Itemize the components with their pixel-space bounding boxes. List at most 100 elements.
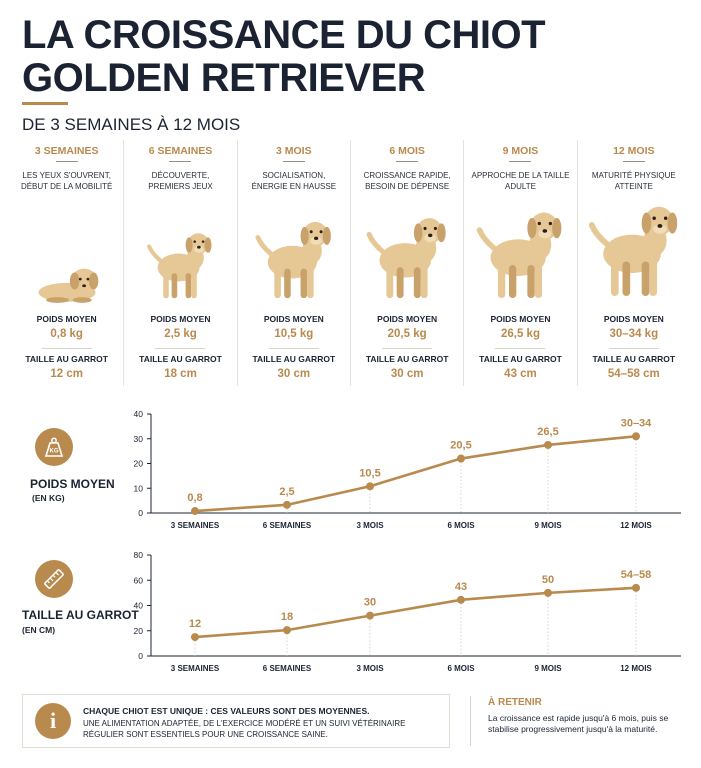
- height-value: 30 cm: [277, 368, 311, 380]
- weight-block-unit: (EN KG): [32, 493, 65, 503]
- info-note: i CHAQUE CHIOT EST UNIQUE : CES VALEURS …: [22, 694, 450, 748]
- data-point: [457, 454, 465, 463]
- data-point: [457, 595, 465, 604]
- stage-divider: [622, 161, 645, 162]
- stage-column: 9 MOIS APPROCHE DE LA TAILLE ADULTE POIDS…: [463, 140, 576, 386]
- stage-description: MATURITÉ PHYSIQUE ATTEINTE: [591, 171, 676, 191]
- x-tick-label: 6 SEMAINES: [263, 664, 312, 673]
- data-point: [632, 583, 640, 592]
- y-tick-label: 0: [138, 508, 143, 518]
- data-label: 54–58: [621, 569, 652, 581]
- stage-divider: [169, 161, 192, 162]
- data-label: 50: [542, 574, 554, 586]
- stage-divider: [509, 161, 532, 162]
- stat-divider: [155, 348, 206, 349]
- stat-divider: [268, 348, 319, 349]
- x-tick-label: 6 MOIS: [447, 664, 475, 673]
- puppy-illustration: [464, 202, 576, 304]
- data-label: 18: [281, 611, 293, 623]
- height-value: 30 cm: [390, 368, 424, 380]
- data-point: [632, 432, 640, 441]
- weight-value: 2,5 kg: [164, 328, 197, 340]
- page-title: LA CROISSANCE DU CHIOT GOLDEN RETRIEVER: [22, 14, 546, 100]
- puppy-illustration: [10, 258, 123, 304]
- series-line: [194, 586, 637, 639]
- height-block-unit: (EN CM): [22, 625, 56, 635]
- height-label: TAILLE AU GARROT: [25, 354, 108, 364]
- x-tick-label: 3 MOIS: [356, 521, 384, 530]
- data-point: [191, 633, 199, 642]
- data-point: [191, 507, 199, 516]
- weight-label: POIDS MOYEN: [490, 314, 551, 324]
- stage-description: SOCIALISATION, ÉNERGIE EN HAUSSE: [251, 171, 337, 191]
- stage-name: 12 MOIS: [613, 145, 655, 157]
- weight-label: POIDS MOYEN: [263, 314, 324, 324]
- notes-divider: [470, 696, 471, 746]
- stage-description: CROISSANCE RAPIDE, BESOIN DE DÉPENSE: [363, 171, 451, 191]
- puppy-illustration: [578, 194, 690, 304]
- x-tick-label: 3 MOIS: [356, 664, 384, 673]
- data-label: 30–34: [621, 417, 652, 429]
- y-tick-label: 30: [134, 434, 144, 444]
- data-point: [366, 482, 374, 491]
- weight-value: 0,8 kg: [50, 328, 83, 340]
- data-label: 12: [189, 618, 201, 630]
- x-tick-label: 12 MOIS: [620, 664, 652, 673]
- stage-divider: [55, 161, 78, 162]
- series-line: [194, 434, 637, 513]
- stage-divider: [282, 161, 305, 162]
- stage-description: APPROCHE DE LA TAILLE ADULTE: [471, 171, 570, 191]
- stage-column: 3 SEMAINES LES YEUX S'OUVRENT, DÉBUT DE L…: [10, 140, 123, 386]
- y-tick-label: 0: [138, 651, 143, 661]
- weight-label: POIDS MOYEN: [36, 314, 97, 324]
- note-title: CHAQUE CHIOT EST UNIQUE : CES VALEURS SO…: [83, 706, 370, 716]
- stage-name: 9 MOIS: [502, 145, 539, 157]
- weight-label: POIDS MOYEN: [603, 314, 664, 324]
- stage-column: 6 MOIS CROISSANCE RAPIDE, BESOIN DE DÉPEN…: [349, 140, 463, 386]
- stage-column: 3 MOIS SOCIALISATION, ÉNERGIE EN HAUSSE P…: [236, 140, 350, 386]
- data-point: [366, 611, 374, 620]
- title-line-2: GOLDEN RETRIEVER: [22, 56, 426, 100]
- height-value: 43 cm: [504, 368, 537, 380]
- title-divider: [22, 102, 68, 105]
- data-label: 2,5: [279, 486, 294, 498]
- x-tick-label: 3 SEMAINES: [171, 521, 220, 530]
- data-label: 20,5: [450, 440, 471, 452]
- data-point: [283, 626, 291, 635]
- height-label: TAILLE AU GARROT: [139, 354, 222, 364]
- x-tick-label: 3 SEMAINES: [171, 664, 220, 673]
- x-tick-label: 6 MOIS: [447, 521, 475, 530]
- data-point: [544, 440, 552, 449]
- height-label: TAILLE AU GARROT: [365, 354, 449, 364]
- y-tick-label: 20: [134, 459, 144, 469]
- stage-divider: [396, 161, 419, 162]
- retain-body: La croissance est rapide jusqu'à 6 mois,…: [488, 713, 669, 734]
- y-tick-label: 10: [134, 483, 144, 493]
- note-body: UNE ALIMENTATION ADAPTÉE, DE L'EXERCICE …: [83, 719, 406, 739]
- y-tick-label: 60: [134, 575, 144, 585]
- ruler-icon: [35, 560, 73, 598]
- data-label: 43: [455, 581, 467, 593]
- stage-description: DÉCOUVERTE, PREMIERS JEUX: [148, 171, 213, 191]
- data-label: 26,5: [537, 426, 558, 438]
- stage-name: 6 MOIS: [389, 145, 425, 157]
- x-tick-label: 9 MOIS: [534, 521, 562, 530]
- height-label: TAILLE AU GARROT: [252, 354, 336, 364]
- y-tick-label: 40: [134, 409, 144, 419]
- puppy-illustration: [124, 224, 236, 304]
- data-label: 0,8: [187, 492, 202, 504]
- x-tick-label: 9 MOIS: [534, 664, 562, 673]
- retain-title: À RETENIR: [488, 697, 542, 708]
- stat-divider: [608, 348, 659, 349]
- weight-icon: KG: [35, 428, 73, 466]
- data-label: 30: [364, 597, 376, 609]
- stage-name: 3 SEMAINES: [34, 145, 99, 157]
- weight-value: 20,5 kg: [387, 328, 427, 340]
- weight-label: POIDS MOYEN: [150, 314, 211, 324]
- stage-description: LES YEUX S'OUVRENT, DÉBUT DE LA MOBILITÉ: [20, 171, 113, 191]
- height-label: TAILLE AU GARROT: [479, 354, 562, 364]
- stage-name: 3 MOIS: [276, 145, 312, 157]
- data-point: [283, 500, 291, 509]
- stat-divider: [41, 348, 92, 349]
- puppy-illustration: [351, 208, 463, 304]
